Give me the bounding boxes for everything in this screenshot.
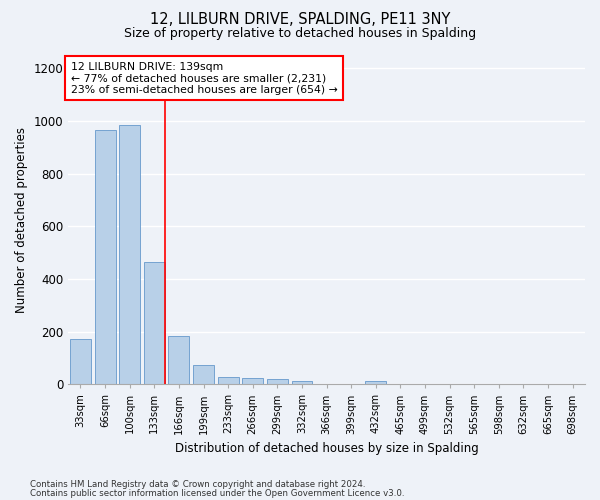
- Text: 12, LILBURN DRIVE, SPALDING, PE11 3NY: 12, LILBURN DRIVE, SPALDING, PE11 3NY: [150, 12, 450, 28]
- X-axis label: Distribution of detached houses by size in Spalding: Distribution of detached houses by size …: [175, 442, 478, 455]
- Text: Contains public sector information licensed under the Open Government Licence v3: Contains public sector information licen…: [30, 490, 404, 498]
- Bar: [169, 336, 190, 384]
- Bar: [292, 381, 313, 384]
- Text: 12 LILBURN DRIVE: 139sqm
← 77% of detached houses are smaller (2,231)
23% of sem: 12 LILBURN DRIVE: 139sqm ← 77% of detach…: [71, 62, 338, 95]
- Bar: [144, 262, 165, 384]
- Y-axis label: Number of detached properties: Number of detached properties: [15, 126, 28, 312]
- Text: Size of property relative to detached houses in Spalding: Size of property relative to detached ho…: [124, 28, 476, 40]
- Bar: [95, 130, 116, 384]
- Bar: [242, 378, 263, 384]
- Bar: [70, 340, 91, 384]
- Bar: [218, 377, 239, 384]
- Bar: [267, 379, 288, 384]
- Bar: [365, 381, 386, 384]
- Bar: [193, 364, 214, 384]
- Bar: [119, 125, 140, 384]
- Text: Contains HM Land Registry data © Crown copyright and database right 2024.: Contains HM Land Registry data © Crown c…: [30, 480, 365, 489]
